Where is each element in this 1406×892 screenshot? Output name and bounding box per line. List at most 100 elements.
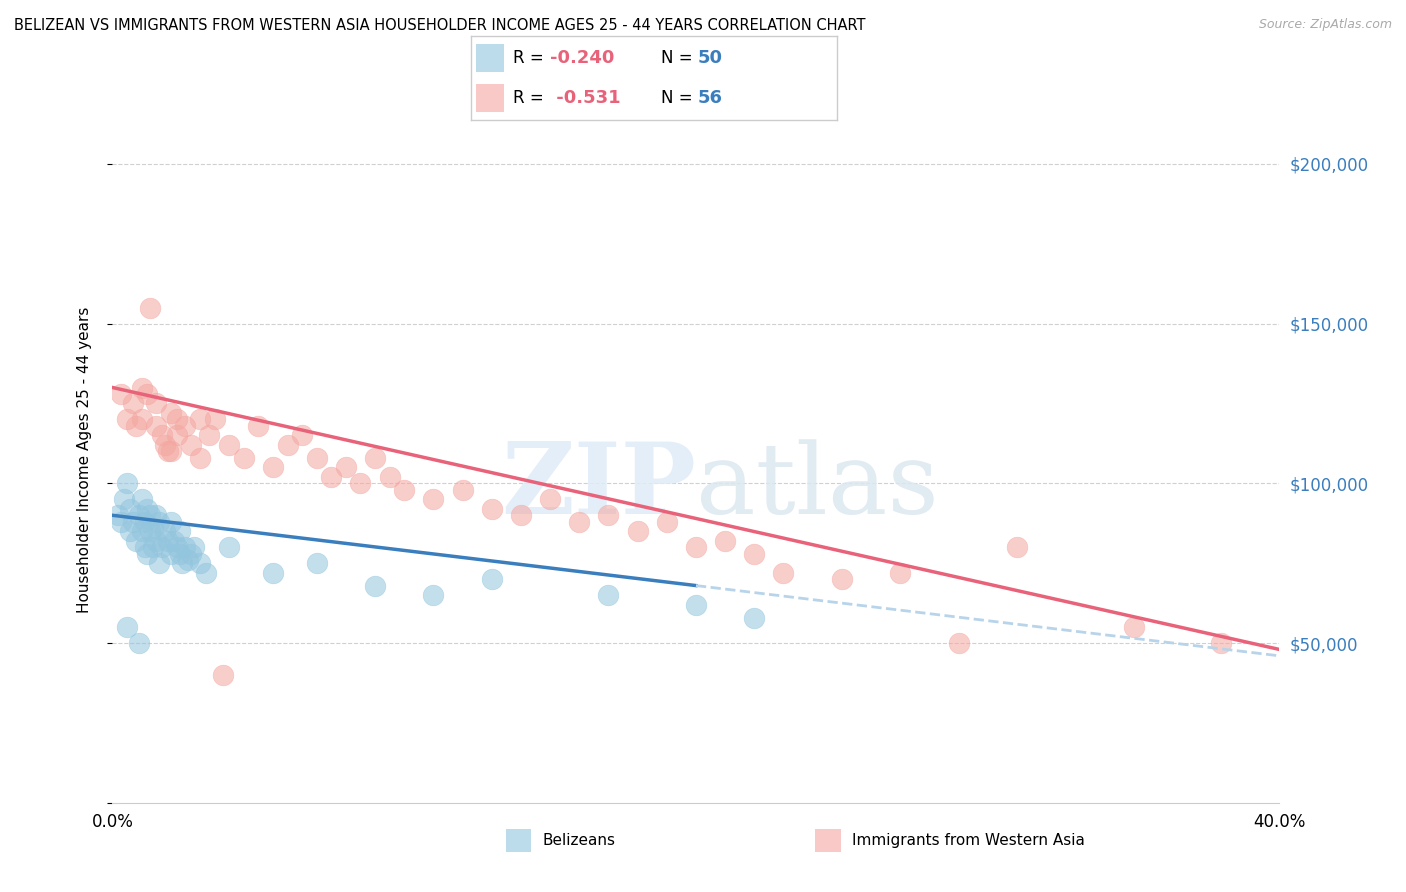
Point <box>160 406 183 420</box>
Point <box>148 556 170 570</box>
Bar <box>506 830 531 852</box>
Text: 50: 50 <box>697 49 723 67</box>
Text: -0.240: -0.240 <box>550 49 614 67</box>
Point <box>136 387 159 401</box>
Point <box>139 301 162 315</box>
Point <box>125 533 148 548</box>
Point <box>481 502 503 516</box>
Text: R =: R = <box>513 89 550 107</box>
Point <box>131 380 153 394</box>
Point <box>305 556 328 570</box>
Point <box>131 492 153 507</box>
Point <box>180 547 202 561</box>
Point <box>115 620 138 634</box>
Point <box>568 515 591 529</box>
Point <box>744 610 766 624</box>
Point <box>115 476 138 491</box>
Point <box>831 572 853 586</box>
Point <box>110 515 132 529</box>
Point <box>481 572 503 586</box>
Point <box>174 418 197 433</box>
Point <box>262 566 284 580</box>
Point <box>1122 620 1144 634</box>
Point <box>422 492 444 507</box>
Point <box>160 547 183 561</box>
Point <box>150 428 173 442</box>
Point <box>150 540 173 554</box>
Point <box>627 524 650 539</box>
Y-axis label: Householder Income Ages 25 - 44 years: Householder Income Ages 25 - 44 years <box>77 306 91 613</box>
Point <box>145 396 167 410</box>
Point <box>110 387 132 401</box>
Point <box>538 492 561 507</box>
Point <box>188 556 211 570</box>
Point <box>321 470 343 484</box>
Point <box>772 566 794 580</box>
Point <box>180 438 202 452</box>
Point <box>335 460 357 475</box>
Bar <box>477 45 503 71</box>
Point <box>204 412 226 426</box>
Point <box>128 508 150 523</box>
Point <box>160 515 183 529</box>
Point <box>1005 540 1028 554</box>
Text: Immigrants from Western Asia: Immigrants from Western Asia <box>852 833 1085 848</box>
Point <box>122 515 145 529</box>
Point <box>598 588 620 602</box>
Point <box>166 428 188 442</box>
Point <box>305 450 328 465</box>
Point <box>115 412 138 426</box>
Point <box>364 578 387 592</box>
Point <box>174 540 197 554</box>
Point <box>655 515 678 529</box>
Point <box>118 502 141 516</box>
Point <box>188 450 211 465</box>
Point <box>125 418 148 433</box>
Text: N =: N = <box>661 89 697 107</box>
Point <box>232 450 254 465</box>
Point <box>394 483 416 497</box>
Point <box>948 636 970 650</box>
Text: BELIZEAN VS IMMIGRANTS FROM WESTERN ASIA HOUSEHOLDER INCOME AGES 25 - 44 YEARS C: BELIZEAN VS IMMIGRANTS FROM WESTERN ASIA… <box>14 18 866 33</box>
Text: N =: N = <box>661 49 697 67</box>
Point <box>177 553 200 567</box>
Point <box>153 524 176 539</box>
Point <box>145 508 167 523</box>
Point <box>156 444 179 458</box>
Point <box>145 418 167 433</box>
Point <box>107 508 129 523</box>
Point <box>349 476 371 491</box>
Text: R =: R = <box>513 49 550 67</box>
Text: atlas: atlas <box>696 439 939 534</box>
Point <box>598 508 620 523</box>
Point <box>451 483 474 497</box>
Point <box>714 533 737 548</box>
Text: Belizeans: Belizeans <box>543 833 616 848</box>
Point <box>889 566 911 580</box>
Point <box>139 524 162 539</box>
Point <box>128 636 150 650</box>
Point <box>685 598 707 612</box>
Text: -0.531: -0.531 <box>550 89 620 107</box>
Text: Source: ZipAtlas.com: Source: ZipAtlas.com <box>1258 18 1392 31</box>
Text: 56: 56 <box>697 89 723 107</box>
Point <box>685 540 707 554</box>
Point <box>188 412 211 426</box>
Point <box>142 540 165 554</box>
Point <box>145 533 167 548</box>
Point <box>218 540 240 554</box>
Bar <box>815 830 841 852</box>
Text: ZIP: ZIP <box>501 438 696 535</box>
Point <box>156 533 179 548</box>
Point <box>131 524 153 539</box>
Point <box>134 515 156 529</box>
Point <box>218 438 240 452</box>
Point <box>131 412 153 426</box>
Point <box>112 492 135 507</box>
Point <box>194 566 217 580</box>
Point <box>134 540 156 554</box>
Point <box>136 547 159 561</box>
Point <box>509 508 531 523</box>
Point <box>169 524 191 539</box>
Point <box>183 540 205 554</box>
